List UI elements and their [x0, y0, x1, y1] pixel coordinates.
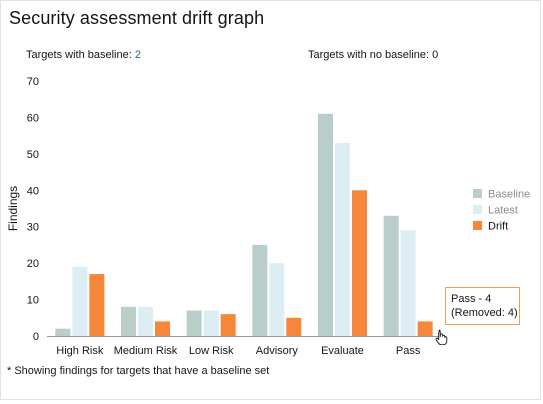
legend-label-latest: Latest [488, 205, 518, 217]
x-tick-label: High Risk [56, 345, 104, 357]
bar-baseline-advisory [252, 244, 268, 336]
bar-drift-advisory [286, 317, 302, 336]
targets-with-baseline-value[interactable]: 2 [134, 49, 141, 61]
y-tick-label: 50 [27, 149, 39, 161]
x-tick-label: Evaluate [321, 345, 364, 357]
targets-with-baseline-label: Targets with baseline: [26, 49, 132, 61]
y-tick-label: 40 [27, 185, 39, 197]
bar-latest-low-risk [203, 310, 219, 336]
tooltip-line-1: Pass - 4 [451, 293, 492, 305]
bar-drift-high-risk [89, 274, 105, 336]
bar-latest-pass [400, 230, 416, 336]
page-title: Security assessment drift graph [9, 8, 265, 28]
targets-no-baseline-label: Targets with no baseline: [308, 49, 430, 61]
y-tick-label: 10 [27, 295, 39, 307]
bar-baseline-low-risk [186, 310, 202, 336]
y-tick-label: 20 [27, 258, 39, 270]
bar-drift-pass [417, 321, 433, 336]
legend-label-drift: Drift [488, 221, 508, 233]
targets-no-baseline-value: 0 [432, 49, 439, 61]
y-tick-label: 30 [27, 222, 39, 234]
bar-drift-medium-risk [155, 321, 170, 336]
bar-drift-evaluate [352, 190, 367, 336]
bar-latest-medium-risk [138, 306, 153, 336]
bar-baseline-medium-risk [121, 306, 136, 336]
bar-baseline-high-risk [55, 328, 71, 336]
y-tick-label: 0 [33, 331, 39, 343]
bar-latest-advisory [269, 263, 285, 336]
bar-drift-low-risk [220, 314, 236, 336]
x-tick-label: Advisory [256, 345, 299, 357]
targets-no-baseline: Targets with no baseline: 0 [308, 49, 438, 61]
footnote: * Showing findings for targets that have… [7, 365, 270, 377]
targets-with-baseline: Targets with baseline: 2 [26, 49, 141, 61]
x-tick-label: Low Risk [189, 345, 234, 357]
y-tick-label: 70 [27, 76, 39, 88]
bar-latest-evaluate [335, 142, 350, 336]
y-tick-label: 60 [27, 112, 39, 124]
bar-tooltip: Pass - 4 (Removed: 4) [445, 287, 520, 325]
legend-swatch-drift [473, 221, 482, 230]
y-axis-label: Findings [6, 186, 20, 231]
bar-baseline-evaluate [318, 113, 333, 337]
legend-swatch-latest [473, 205, 482, 214]
tooltip-line-2: (Removed: 4) [451, 307, 518, 319]
bar-baseline-pass [383, 215, 399, 336]
bar-latest-high-risk [72, 266, 88, 336]
legend-label-baseline: Baseline [488, 189, 530, 201]
legend-swatch-baseline [473, 189, 482, 198]
hand-cursor-icon [435, 329, 448, 345]
x-tick-label: Medium Risk [114, 345, 178, 357]
x-tick-label: Pass [396, 345, 421, 357]
